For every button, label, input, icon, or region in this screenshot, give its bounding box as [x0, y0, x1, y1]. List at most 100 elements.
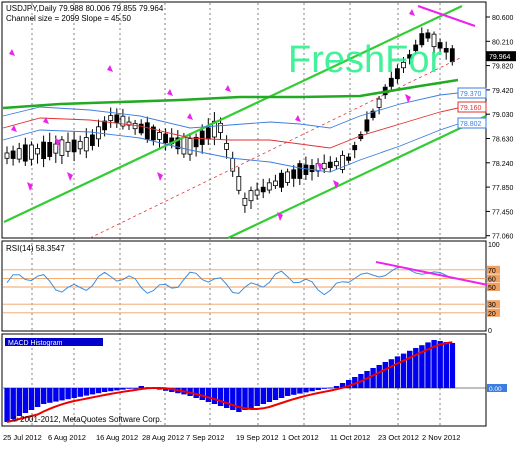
macd-layer: [3, 340, 486, 423]
macd-histogram-bar: [425, 342, 431, 388]
macd-histogram-bar: [83, 388, 90, 396]
candle-body: [449, 48, 455, 63]
macd-histogram-bar: [211, 388, 218, 404]
candle-body: [138, 123, 144, 134]
rsi-tick-label: 100: [488, 242, 500, 249]
macd-histogram-bar: [376, 365, 382, 388]
price-tick-label: 78.630: [492, 137, 514, 144]
rsi-level-badge: [487, 265, 500, 274]
price-tick-label: 79.030: [492, 112, 514, 119]
candle-body: [163, 133, 169, 144]
macd-histogram-bar: [224, 388, 230, 408]
macd-histogram-bar: [297, 388, 303, 394]
rsi-tick-label: 30: [488, 302, 496, 309]
band-value-label: 78.802: [460, 121, 482, 128]
price-tick-label: 79.420: [492, 88, 514, 95]
candle-body: [175, 137, 181, 150]
rsi-line: [6, 266, 453, 296]
candle-body: [108, 115, 114, 121]
candle-body: [407, 54, 413, 59]
axis-layer: 80.600 80.210 79.820 79.420 79.030 78.630 78.2…: [3, 15, 516, 442]
channel-lower-line: [227, 115, 487, 239]
candle-body: [71, 139, 77, 153]
candle-body: [364, 119, 370, 132]
upper-band: [2, 92, 459, 129]
channel-info: Channel size = 2099 Slope = 45.50: [6, 14, 132, 23]
macd-histogram-bar: [333, 386, 340, 388]
price-tick-label: 77.060: [492, 234, 514, 241]
macd-histogram-bar: [291, 388, 297, 395]
fractal-arrow-icon: [333, 180, 339, 189]
price-tick-label: 78.240: [492, 161, 514, 168]
candle-body: [437, 42, 443, 49]
time-axis-label: 6 Aug 2012: [48, 433, 86, 442]
candle-body: [114, 114, 120, 123]
fractal-arrow-icon: [409, 9, 415, 16]
macd-histogram-bar: [114, 388, 120, 391]
candle-body: [431, 33, 437, 48]
macd-histogram-bar: [199, 388, 205, 400]
macd-histogram-bar: [28, 388, 35, 410]
symbol-info: USDJPY,Daily 79.988 80.006 79.855 79.964: [6, 4, 164, 13]
current-price-badge: [486, 51, 516, 62]
band-value-label: 79.160: [460, 105, 482, 112]
time-axis-label: 1 Oct 2012: [282, 433, 319, 442]
macd-histogram-bar: [120, 388, 126, 390]
macd-histogram-bar: [339, 383, 346, 388]
candle-body: [4, 152, 10, 159]
candle-body: [297, 163, 303, 179]
candle-body: [53, 143, 59, 154]
candle-body: [199, 130, 205, 145]
macd-zero-label: 0.00: [489, 386, 502, 393]
rsi-tick-label: 60: [488, 276, 496, 283]
macd-histogram-bar: [242, 388, 248, 410]
fractal-arrow-icon: [27, 182, 33, 191]
macd-histogram-bar: [254, 388, 260, 406]
macd-histogram-bar: [71, 388, 77, 398]
time-axis-label: 28 Aug 2012: [142, 433, 184, 442]
macd-histogram-bar: [89, 388, 96, 395]
candle-body: [388, 77, 394, 87]
fractal-arrow-icon: [55, 138, 61, 147]
fractal-arrow-icon: [9, 49, 15, 56]
macd-histogram-bar: [132, 388, 138, 389]
candle-body: [157, 132, 162, 140]
candle-body: [340, 154, 345, 170]
long-moving-average: [2, 78, 459, 110]
macd-histogram-bar: [266, 388, 273, 402]
band-value-badge: [457, 101, 487, 113]
macd-histogram-bar: [400, 353, 407, 388]
macd-signal-line: [6, 341, 453, 423]
candle-body: [77, 140, 83, 150]
macd-histogram-bar: [327, 387, 334, 389]
time-axis-label: 16 Aug 2012: [96, 433, 138, 442]
macd-histogram-bar: [431, 340, 437, 388]
candle-body: [346, 156, 352, 161]
candle-body: [443, 48, 449, 53]
band-value-badge: [457, 87, 487, 99]
macd-histogram-bar: [230, 388, 236, 410]
macd-histogram-bar: [205, 388, 212, 402]
lower-band: [2, 123, 459, 173]
macd-histogram-bar: [449, 343, 456, 388]
rsi-panel[interactable]: [1, 240, 487, 332]
watermark: FreshFor: [288, 39, 442, 81]
candle-body: [352, 145, 358, 151]
rsi-level-badge: [487, 283, 500, 291]
macd-histogram-bar: [53, 388, 59, 402]
macd-histogram-bar: [285, 388, 291, 396]
candle-body: [90, 134, 95, 146]
current-price-label: 79.964: [489, 54, 511, 61]
macd-histogram-bar: [419, 345, 425, 388]
price-tick-label: 77.450: [492, 209, 514, 216]
price-tick-label: 79.820: [492, 64, 514, 71]
macd-histogram-bar: [163, 388, 169, 391]
macd-histogram-bar: [77, 388, 83, 397]
fractal-arrow-icon: [43, 117, 49, 124]
candle-body: [236, 176, 242, 191]
candle-body: [401, 61, 406, 69]
band-value-label: 79.370: [460, 91, 482, 98]
candle-body: [150, 126, 156, 141]
macd-histogram-bar: [388, 359, 395, 388]
